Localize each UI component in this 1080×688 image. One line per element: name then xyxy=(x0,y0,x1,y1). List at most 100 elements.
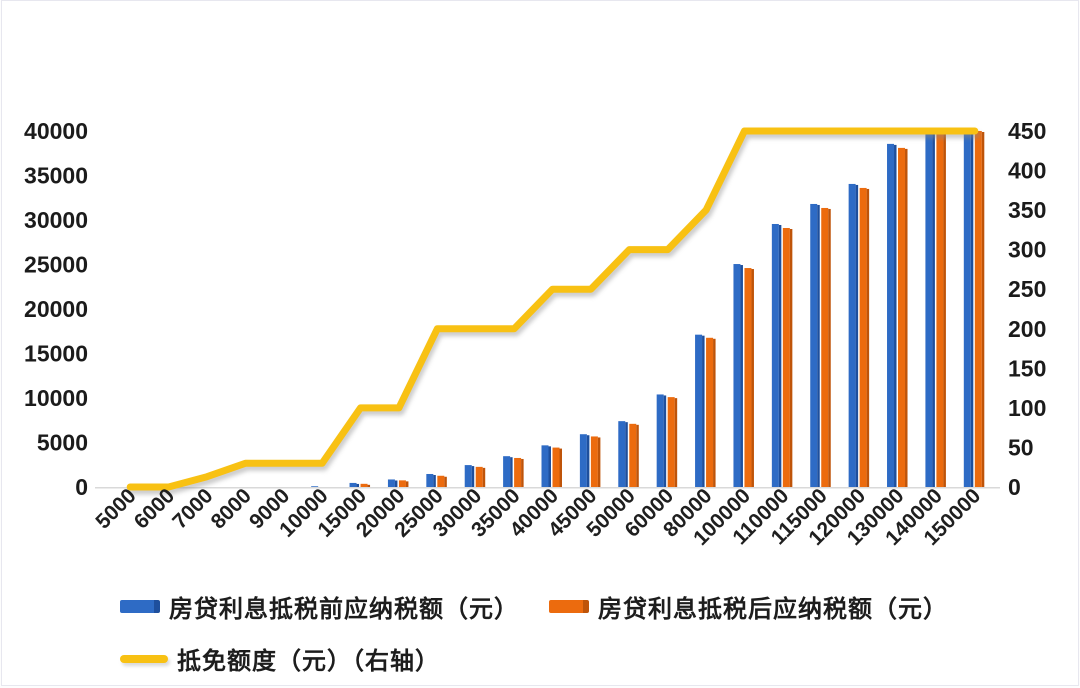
bar-edge-before-20000 xyxy=(394,480,398,487)
right-axis-tick-200: 200 xyxy=(1008,316,1046,342)
bar-edge-before-60000 xyxy=(663,395,667,487)
bar-edge-after-120000 xyxy=(866,188,870,487)
right-axis-tick-150: 150 xyxy=(1008,355,1046,381)
bar-edge-before-15000 xyxy=(356,483,360,487)
bar-edge-after-110000 xyxy=(789,228,793,488)
bar-edge-after-40000 xyxy=(559,448,562,487)
x-axis-label-5000: 5000 xyxy=(91,484,140,533)
bar-edge-after-15000 xyxy=(367,484,371,487)
bar-after-80000 xyxy=(706,337,714,487)
legend-row-1: 房贷利息抵税前应纳税额（元） 房贷利息抵税后应纳税额（元） xyxy=(120,589,1020,624)
bar-after-120000 xyxy=(859,187,867,487)
right-axis-tick-50: 50 xyxy=(1008,434,1034,460)
right-axis-tick-250: 250 xyxy=(1008,276,1046,302)
bar-before-35000 xyxy=(503,456,511,487)
bar-after-100000 xyxy=(744,268,752,487)
left-axis-tick-35000: 35000 xyxy=(24,163,88,189)
bar-edge-before-45000 xyxy=(586,435,590,487)
x-axis-label-7000: 7000 xyxy=(168,484,217,533)
legend-swatch-orange-bar xyxy=(549,600,589,613)
right-axis-tick-400: 400 xyxy=(1008,158,1046,184)
credit-line xyxy=(126,127,979,491)
legend-item-credit-line: 抵免额度（元）（右轴） xyxy=(120,641,440,676)
x-axis-label-8000: 8000 xyxy=(207,484,256,533)
bar-after-45000 xyxy=(590,436,598,487)
bar-after-15000 xyxy=(360,483,368,487)
left-axis-tick-15000: 15000 xyxy=(24,341,88,367)
bar-edge-before-110000 xyxy=(778,224,782,488)
legend-item-tax-after: 房贷利息抵税后应纳税额（元） xyxy=(549,589,948,624)
left-axis-tick-20000: 20000 xyxy=(24,296,88,322)
left-axis-tick-30000: 30000 xyxy=(24,207,88,233)
bar-after-150000 xyxy=(974,131,982,487)
legend-label-tax-after: 房贷利息抵税后应纳税额（元） xyxy=(598,597,948,623)
bar-edge-before-130000 xyxy=(894,144,897,487)
legend-label-credit: 抵免额度（元）（右轴） xyxy=(177,649,440,675)
bar-before-60000 xyxy=(656,394,664,487)
bar-after-50000 xyxy=(629,423,637,487)
left-axis-tick-25000: 25000 xyxy=(24,252,88,278)
left-axis-tick-0: 0 xyxy=(75,474,88,500)
legend-item-tax-before: 房贷利息抵税前应纳税额（元） xyxy=(120,589,519,624)
chart-legend: 房贷利息抵税前应纳税额（元） 房贷利息抵税后应纳税额（元） 抵免额度（元）（右轴… xyxy=(120,589,1020,685)
bar-edge-after-30000 xyxy=(482,467,486,487)
right-axis-tick-0: 0 xyxy=(1008,474,1021,500)
bar-after-60000 xyxy=(667,397,675,487)
bar-edge-before-120000 xyxy=(855,184,859,487)
bar-edge-before-115000 xyxy=(817,204,820,487)
right-axis-tick-100: 100 xyxy=(1008,395,1046,421)
bar-before-45000 xyxy=(579,434,587,487)
bar-edge-after-60000 xyxy=(674,398,678,487)
bar-edge-before-80000 xyxy=(702,335,705,487)
bar-after-130000 xyxy=(898,147,906,487)
left-axis-tick-10000: 10000 xyxy=(24,385,88,411)
bar-edge-before-30000 xyxy=(471,466,475,487)
bar-after-40000 xyxy=(552,447,560,487)
bar-edge-after-20000 xyxy=(405,481,409,487)
bar-edge-before-150000 xyxy=(970,132,974,487)
bar-edge-after-25000 xyxy=(444,476,447,487)
bar-before-140000 xyxy=(925,131,933,487)
bar-after-30000 xyxy=(475,466,483,487)
legend-swatch-blue-bar xyxy=(120,600,160,613)
right-axis-tick-300: 300 xyxy=(1008,237,1046,263)
bar-edge-after-100000 xyxy=(751,269,754,487)
bar-edge-after-50000 xyxy=(636,424,639,487)
left-axis-tick-5000: 5000 xyxy=(37,430,88,456)
right-axis-tick-350: 350 xyxy=(1008,197,1046,223)
bar-before-50000 xyxy=(618,421,626,487)
bar-before-110000 xyxy=(771,223,779,488)
bar-edge-after-35000 xyxy=(521,458,524,487)
bar-edge-before-100000 xyxy=(740,265,743,487)
bar-edge-after-80000 xyxy=(713,338,716,487)
bar-edge-after-150000 xyxy=(981,132,985,487)
bar-before-10000 xyxy=(311,486,319,487)
bar-before-80000 xyxy=(695,334,703,487)
bar-after-110000 xyxy=(782,227,790,488)
left-axis-tick-40000: 40000 xyxy=(24,118,88,144)
legend-row-2: 抵免额度（元）（右轴） xyxy=(120,641,1020,676)
bar-after-35000 xyxy=(514,457,522,487)
bar-before-15000 xyxy=(349,482,357,487)
bar-before-115000 xyxy=(810,203,818,487)
bar-before-25000 xyxy=(426,473,434,487)
bar-edge-before-35000 xyxy=(510,457,513,487)
bar-before-150000 xyxy=(963,131,971,487)
bar-edge-after-115000 xyxy=(828,208,831,487)
bar-after-20000 xyxy=(398,480,406,487)
bar-edge-before-25000 xyxy=(433,474,436,487)
bar-edge-after-130000 xyxy=(905,148,908,487)
bar-edge-before-50000 xyxy=(625,422,628,487)
combo-chart: 0500010000150002000025000300003500040000… xyxy=(24,118,1046,550)
bar-edge-after-45000 xyxy=(597,437,601,487)
bar-before-120000 xyxy=(848,183,856,487)
bar-before-130000 xyxy=(887,143,895,487)
bar-after-140000 xyxy=(936,131,944,487)
bar-edge-before-40000 xyxy=(548,446,551,487)
bar-before-30000 xyxy=(464,465,472,487)
bar-after-25000 xyxy=(437,475,445,487)
legend-swatch-yellow-line xyxy=(120,654,168,663)
right-axis-tick-450: 450 xyxy=(1008,118,1046,144)
bar-after-115000 xyxy=(821,207,829,487)
